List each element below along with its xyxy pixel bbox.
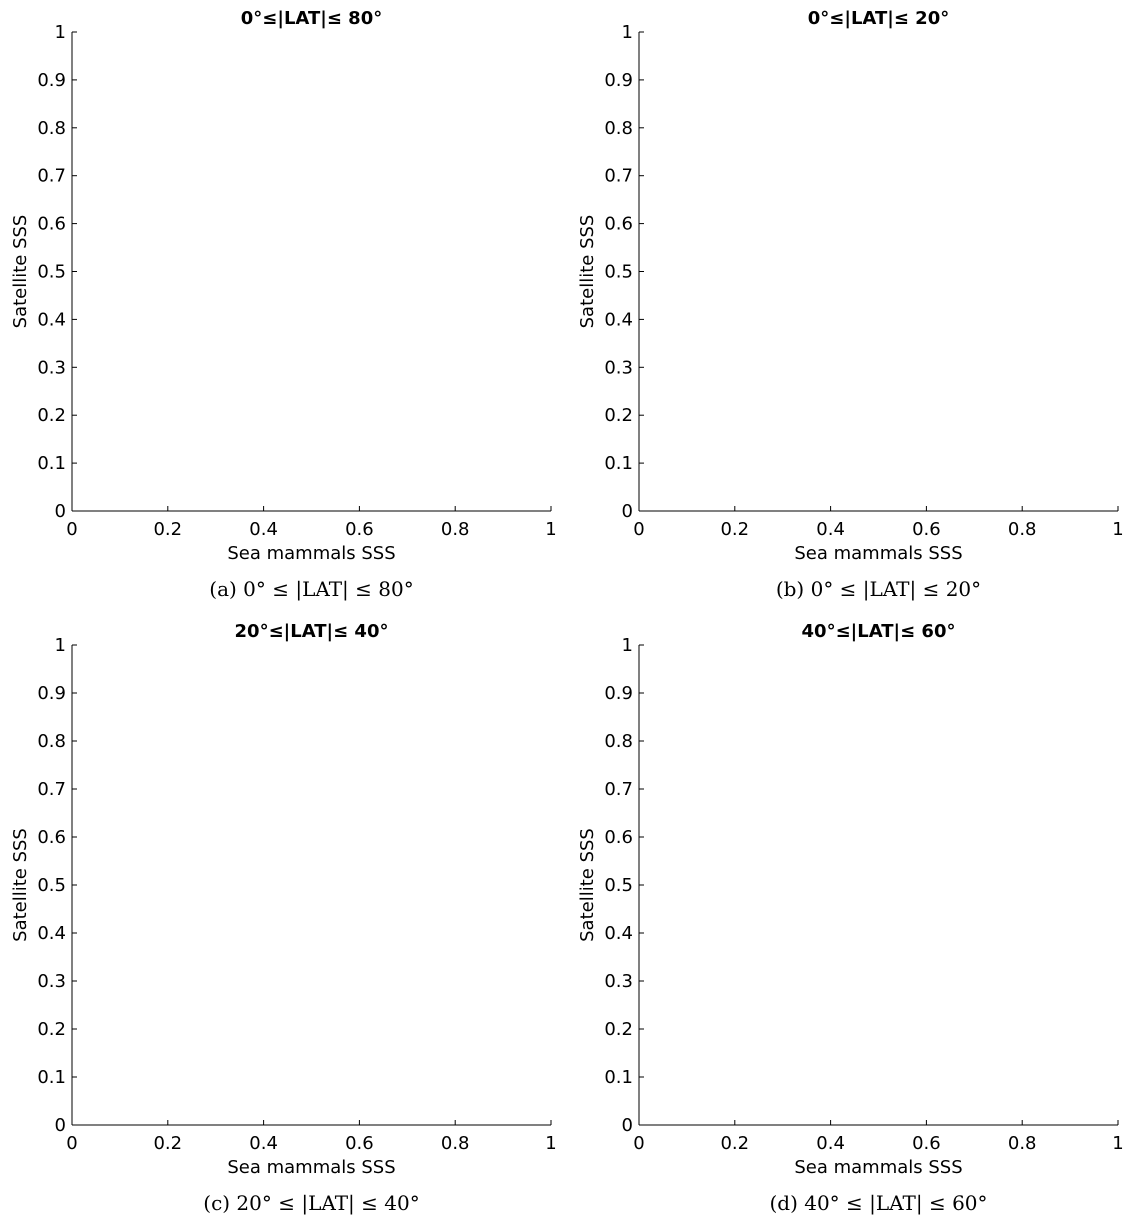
x-tick-label: 1 (545, 1133, 556, 1154)
y-tick-label: 0 (55, 501, 66, 522)
y-tick-label: 0.3 (604, 357, 633, 378)
y-tick-label: 0.9 (604, 683, 633, 704)
x-tick-label: 0.6 (345, 1133, 374, 1154)
x-tick-label: 1 (1112, 519, 1123, 540)
y-tick-label: 0.4 (37, 309, 66, 330)
y-axis-label: Satellite SSS (10, 828, 31, 942)
x-tick-label: 0 (66, 1133, 77, 1154)
y-tick-label: 0.2 (604, 405, 633, 426)
x-tick-label: 0.4 (249, 1133, 278, 1154)
chart-panel-1: 0 0.2 0.4 0.6 0.8 1 0 0.1 0.2 0.3 0.4 0.5 0.6 0.7 0.8 0… (10, 8, 557, 602)
chart-title: 40°≤|LAT|≤ 60° (802, 621, 956, 642)
y-tick-label: 0.7 (37, 779, 66, 800)
x-tick-label: 0.2 (720, 519, 749, 540)
x-tick-label: 0 (633, 519, 644, 540)
y-tick-label: 0.9 (37, 683, 66, 704)
chart-panel-2: 0 0.2 0.4 0.6 0.8 1 0 0.1 0.2 0.3 0.4 0.5 0.6 0.7 0.8 0… (577, 8, 1124, 602)
x-tick-label: 0.2 (153, 1133, 182, 1154)
y-tick-label: 0.4 (604, 923, 633, 944)
y-tick-label: 0.5 (604, 262, 633, 283)
y-tick-label: 0.3 (37, 357, 66, 378)
x-tick-label: 0.8 (1008, 519, 1037, 540)
panels: 0 0.2 0.4 0.6 0.8 1 0 0.1 0.2 0.3 0.4 0.5 0.6 0.7 0.8 0… (10, 8, 1124, 1216)
x-tick-label: 0.4 (816, 519, 845, 540)
x-tick-label: 0 (66, 519, 77, 540)
chart-panel-3: 0 0.2 0.4 0.6 0.8 1 0 0.1 0.2 0.3 0.4 0.5 0.6 0.7 0.8 0… (10, 621, 557, 1216)
x-tick-label: 0.4 (816, 1133, 845, 1154)
x-tick-label: 0.8 (1008, 1133, 1037, 1154)
x-tick-label: 1 (545, 519, 556, 540)
x-axis-label: Sea mammals SSS (227, 1157, 395, 1178)
y-tick-label: 1 (622, 635, 633, 656)
panel-caption: (d) 40° ≤ |LAT| ≤ 60° (769, 1191, 987, 1216)
y-tick-label: 0.9 (604, 70, 633, 91)
chart-title: 0°≤|LAT|≤ 20° (808, 8, 949, 29)
panel-caption: (b) 0° ≤ |LAT| ≤ 20° (776, 577, 981, 602)
x-axis-label: Sea mammals SSS (794, 543, 962, 564)
x-tick-label: 0.8 (441, 1133, 470, 1154)
y-tick-label: 0.5 (604, 875, 633, 896)
y-tick-label: 0.6 (604, 827, 633, 848)
y-tick-label: 0.7 (604, 166, 633, 187)
y-tick-label: 0.8 (37, 731, 66, 752)
y-tick-label: 0.8 (604, 118, 633, 139)
y-tick-label: 0.8 (604, 731, 633, 752)
y-tick-label: 0.1 (604, 1067, 633, 1088)
y-tick-label: 0.4 (604, 309, 633, 330)
y-axis-label: Satellite SSS (577, 215, 598, 329)
x-axis-label: Sea mammals SSS (794, 1157, 962, 1178)
y-tick-label: 0.1 (604, 453, 633, 474)
x-tick-label: 0.6 (912, 1133, 941, 1154)
y-tick-label: 0.3 (37, 971, 66, 992)
y-tick-label: 1 (55, 22, 66, 43)
y-tick-label: 0.2 (37, 1019, 66, 1040)
y-tick-label: 0.4 (37, 923, 66, 944)
y-tick-label: 0.6 (37, 214, 66, 235)
y-tick-label: 0.2 (37, 405, 66, 426)
y-tick-label: 0.7 (604, 779, 633, 800)
y-tick-label: 0.2 (604, 1019, 633, 1040)
x-tick-label: 0.6 (345, 519, 374, 540)
x-tick-label: 0.2 (153, 519, 182, 540)
y-tick-label: 0.7 (37, 166, 66, 187)
chart-panel-4: 0 0.2 0.4 0.6 0.8 1 0 0.1 0.2 0.3 0.4 0.5 0.6 0.7 0.8 0… (577, 621, 1124, 1216)
x-tick-label: 0.8 (441, 519, 470, 540)
y-tick-label: 0.9 (37, 70, 66, 91)
panel-caption: (a) 0° ≤ |LAT| ≤ 80° (209, 577, 413, 602)
x-tick-label: 0.2 (720, 1133, 749, 1154)
y-axis-label: Satellite SSS (10, 215, 31, 329)
x-tick-label: 0.6 (912, 519, 941, 540)
y-tick-label: 0 (55, 1115, 66, 1136)
y-tick-label: 1 (622, 22, 633, 43)
x-tick-label: 1 (1112, 1133, 1123, 1154)
y-tick-label: 0.3 (604, 971, 633, 992)
y-tick-label: 1 (55, 635, 66, 656)
x-tick-label: 0.4 (249, 519, 278, 540)
y-tick-label: 0 (622, 1115, 633, 1136)
panel-caption: (c) 20° ≤ |LAT| ≤ 40° (203, 1191, 419, 1216)
x-axis-label: Sea mammals SSS (227, 543, 395, 564)
y-tick-label: 0.5 (37, 875, 66, 896)
y-tick-label: 0.1 (37, 1067, 66, 1088)
y-axis-label: Satellite SSS (577, 828, 598, 942)
chart-title: 20°≤|LAT|≤ 40° (235, 621, 389, 642)
y-tick-label: 0 (622, 501, 633, 522)
chart-title: 0°≤|LAT|≤ 80° (241, 8, 382, 29)
y-tick-label: 0.5 (37, 262, 66, 283)
y-tick-label: 0.1 (37, 453, 66, 474)
y-tick-label: 0.6 (37, 827, 66, 848)
y-tick-label: 0.6 (604, 214, 633, 235)
y-tick-label: 0.8 (37, 118, 66, 139)
x-tick-label: 0 (633, 1133, 644, 1154)
